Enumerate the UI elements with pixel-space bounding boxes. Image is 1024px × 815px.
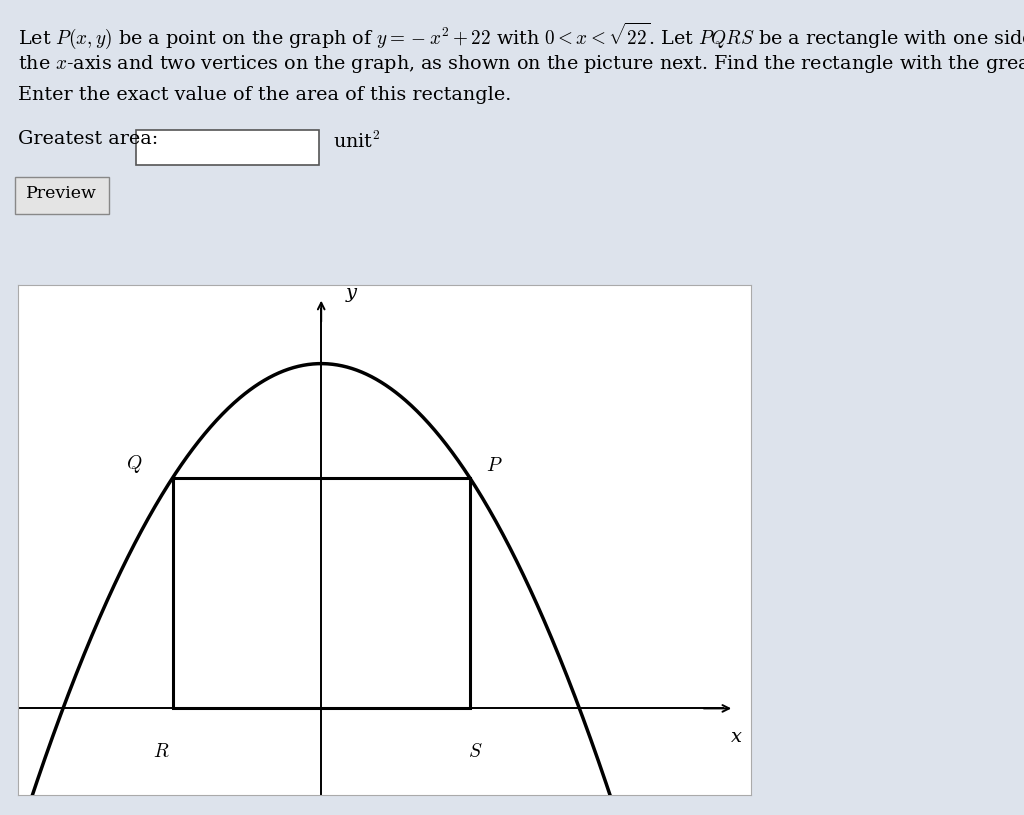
Text: Greatest area:: Greatest area: <box>18 130 159 148</box>
Text: x: x <box>731 728 742 746</box>
Text: $P$: $P$ <box>486 456 503 474</box>
Text: $Q$: $Q$ <box>126 453 142 474</box>
FancyBboxPatch shape <box>136 130 319 165</box>
Text: Enter the exact value of the area of this rectangle.: Enter the exact value of the area of thi… <box>18 86 512 104</box>
Text: Let $P(x, y)$ be a point on the graph of $y = -x^2 + 22$ with $0 < x < \sqrt{22}: Let $P(x, y)$ be a point on the graph of… <box>18 20 1024 51</box>
Text: Preview: Preview <box>26 186 97 202</box>
Text: $S$: $S$ <box>468 743 482 761</box>
Bar <box>173 478 470 708</box>
Text: y: y <box>346 284 357 302</box>
Text: the $x$-axis and two vertices on the graph, as shown on the picture next. Find t: the $x$-axis and two vertices on the gra… <box>18 53 1024 75</box>
Text: $R$: $R$ <box>154 743 170 761</box>
FancyBboxPatch shape <box>15 177 109 214</box>
Text: unit$^2$: unit$^2$ <box>333 130 380 152</box>
